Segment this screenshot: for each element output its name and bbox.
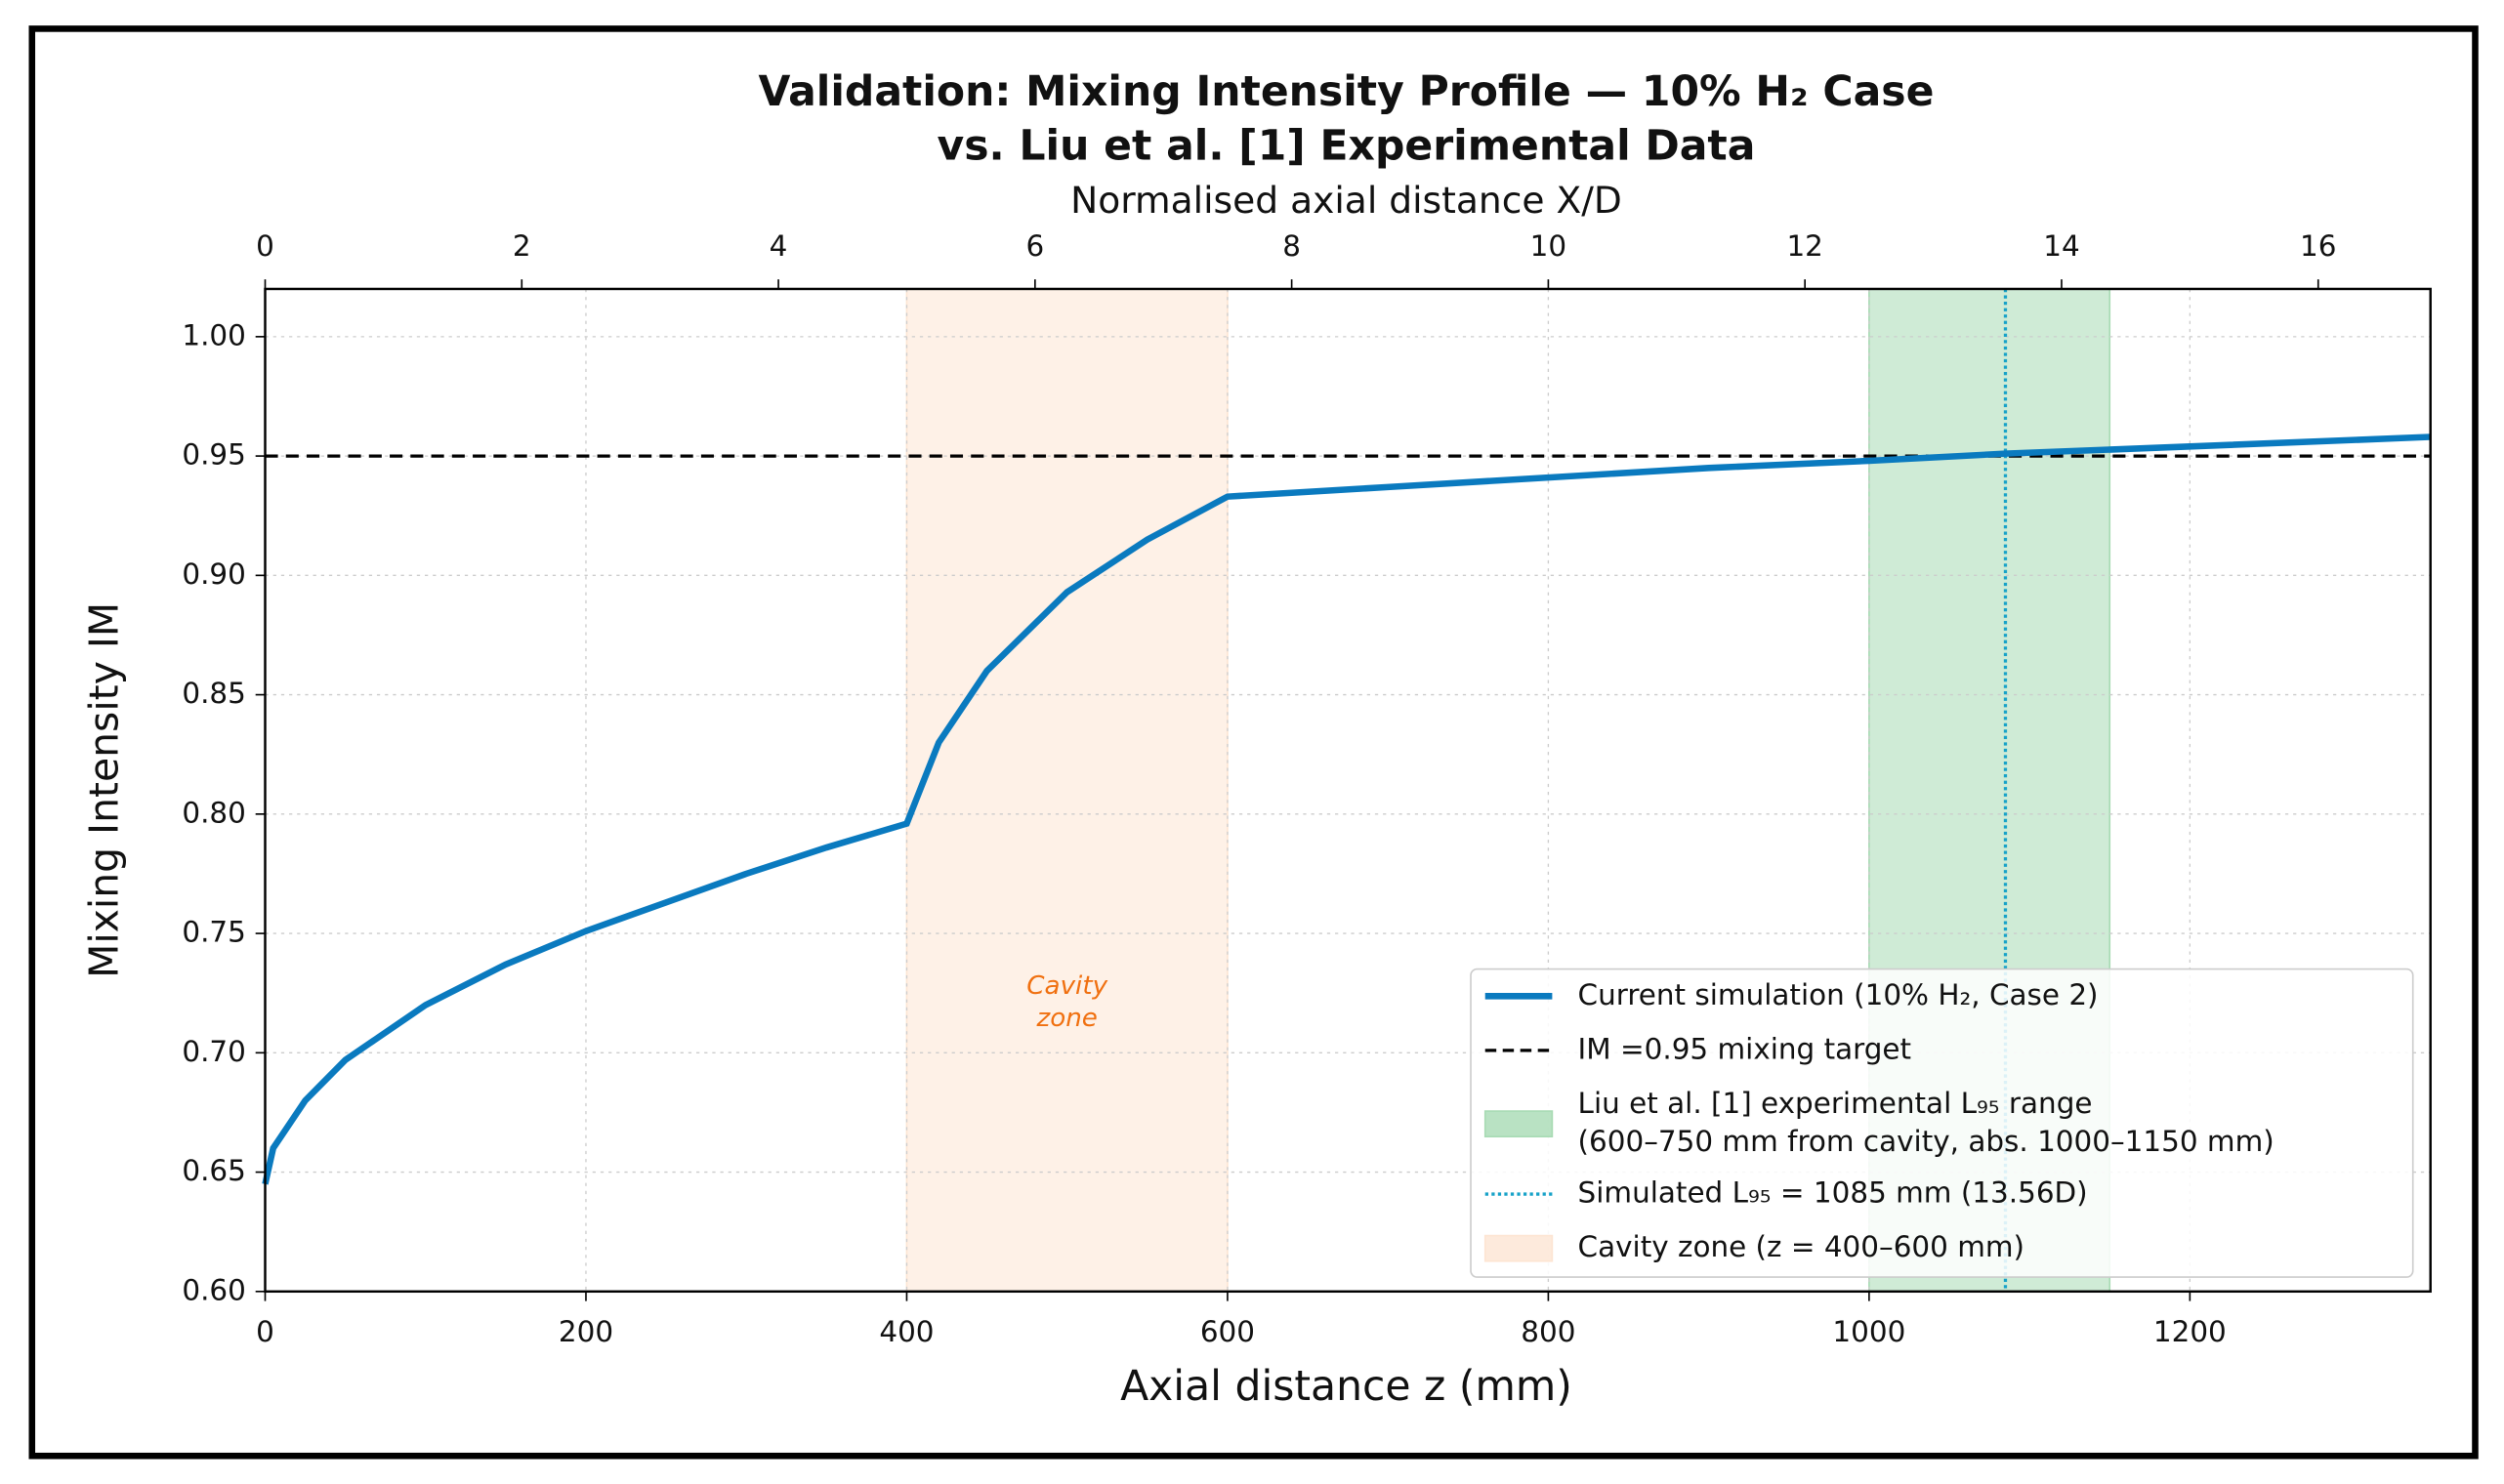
y-tick-label: 0.85 (182, 677, 246, 710)
y-tick-label: 0.60 (182, 1273, 246, 1306)
x2-tick-label: 2 (513, 229, 531, 263)
y-axis-label: Mixing Intensity IM (81, 602, 128, 978)
y-tick-label: 0.65 (182, 1154, 246, 1187)
x2-tick-label: 8 (1282, 229, 1301, 263)
annotation: zone (1035, 1004, 1097, 1033)
chart-title: Validation: Mixing Intensity Profile — 1… (759, 68, 1935, 116)
x-tick-label: 1000 (1832, 1315, 1905, 1348)
legend-box (1470, 968, 2414, 1278)
legend-label: Current simulation (10% H₂, Case 2) (1578, 978, 2099, 1011)
legend-swatch (1483, 1110, 1554, 1138)
legend-label: (600–750 mm from cavity, abs. 1000–1150 … (1578, 1125, 2274, 1158)
y-tick-label: 0.95 (182, 438, 246, 472)
y-tick-label: 0.80 (182, 796, 246, 829)
legend-label: Cavity zone (z = 400–600 mm) (1578, 1230, 2024, 1263)
x-tick-label: 800 (1521, 1315, 1575, 1348)
legend-label: Simulated L₉₅ = 1085 mm (13.56D) (1578, 1176, 2088, 1210)
x2-axis-label: Normalised axial distance X/D (1070, 179, 1622, 222)
x2-tick-label: 12 (1786, 229, 1822, 263)
x2-tick-label: 6 (1025, 229, 1044, 263)
chart-title: vs. Liu et al. [1] Experimental Data (938, 123, 1756, 171)
plot-border (264, 287, 2432, 1294)
x-tick-label: 400 (879, 1315, 934, 1348)
y-tick-label: 0.75 (182, 916, 246, 949)
y-tick-label: 0.90 (182, 557, 246, 591)
y-tick-label: 1.00 (182, 318, 246, 351)
legend-label: IM =0.95 mixing target (1578, 1032, 1911, 1065)
span (905, 288, 1229, 1293)
x2-tick-label: 16 (2300, 229, 2336, 263)
x2-tick-label: 0 (256, 229, 274, 263)
x2-tick-label: 4 (770, 229, 788, 263)
legend-label: Liu et al. [1] experimental L₉₅ range (1578, 1087, 2093, 1120)
x-axis-label: Axial distance z (mm) (1120, 1363, 1572, 1411)
y-tick-label: 0.70 (182, 1035, 246, 1068)
line (262, 433, 2431, 1185)
x2-tick-label: 14 (2043, 229, 2079, 263)
x2-tick-label: 10 (1530, 229, 1566, 263)
x-tick-label: 1200 (2153, 1315, 2227, 1348)
legend-swatch (1483, 1234, 1554, 1262)
x-tick-label: 0 (256, 1315, 274, 1348)
x-tick-label: 200 (559, 1315, 613, 1348)
annotation: Cavity (1026, 971, 1107, 1001)
x-tick-label: 600 (1200, 1315, 1255, 1348)
legend: Current simulation (10% H₂, Case 2) IM =0… (1470, 968, 2414, 1278)
